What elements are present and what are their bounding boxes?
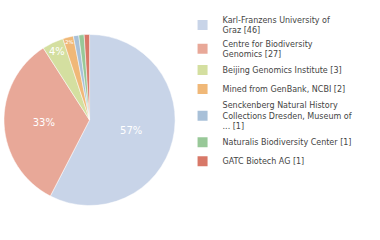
svg-text:Beijing Genomics Institute [3]: Beijing Genomics Institute [3] <box>223 66 342 75</box>
svg-text:GATC Biotech AG [1]: GATC Biotech AG [1] <box>223 157 305 166</box>
svg-text:57%: 57% <box>120 125 142 136</box>
svg-text:Centre for BiodiversityGenomic: Centre for BiodiversityGenomics [27] <box>223 40 313 59</box>
svg-text:33%: 33% <box>33 117 55 128</box>
svg-text:Karl-Franzens University ofGra: Karl-Franzens University ofGraz [46] <box>223 16 330 35</box>
svg-text:4%: 4% <box>49 46 65 57</box>
svg-text:Naturalis Biodiversity Center: Naturalis Biodiversity Center [1] <box>223 138 352 147</box>
svg-text:Senckenberg Natural HistoryCol: Senckenberg Natural HistoryCollections D… <box>223 101 352 131</box>
svg-text:2%: 2% <box>65 39 73 45</box>
svg-text:Mined from GenBank, NCBI [2]: Mined from GenBank, NCBI [2] <box>223 85 346 94</box>
